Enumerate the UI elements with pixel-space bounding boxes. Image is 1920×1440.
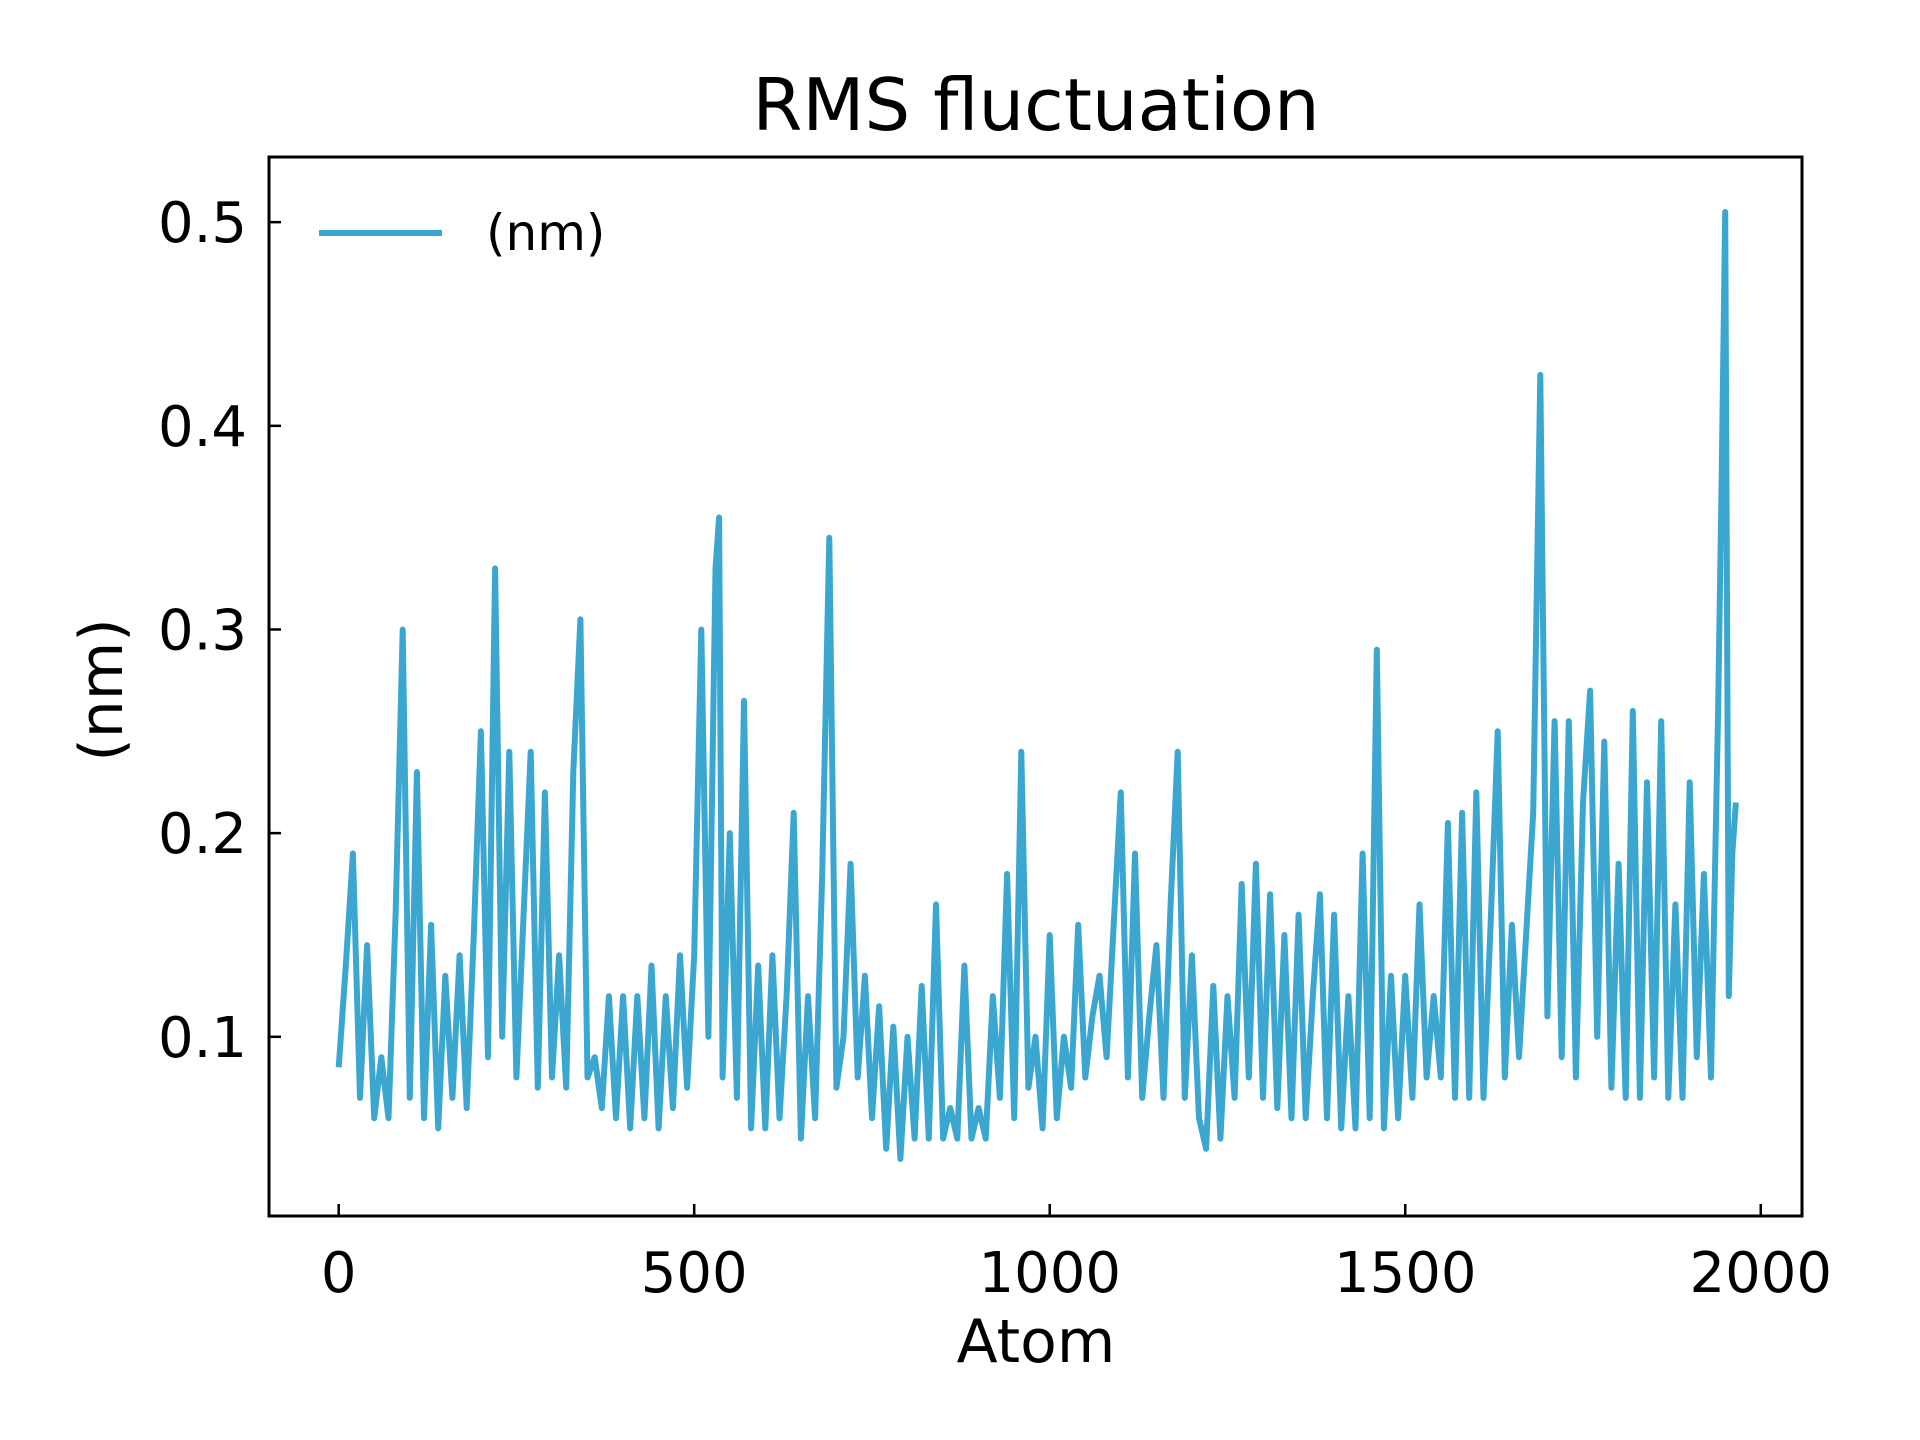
chart-title: RMS fluctuation xyxy=(752,63,1319,147)
x-tick-label: 1500 xyxy=(1334,1241,1477,1306)
x-tick-label: 2000 xyxy=(1690,1241,1833,1306)
y-tick-label: 0.1 xyxy=(158,1006,247,1071)
y-axis: 0.1 0.2 0.3 0.4 0.5 xyxy=(158,191,281,1071)
x-axis: 0 500 1000 1500 2000 xyxy=(321,1204,1832,1306)
y-tick-label: 0.5 xyxy=(158,191,247,256)
y-axis-label: (nm) xyxy=(67,618,137,761)
x-tick-label: 500 xyxy=(641,1241,748,1306)
x-axis-label: Atom xyxy=(957,1307,1116,1377)
y-tick-label: 0.4 xyxy=(158,395,247,460)
legend: (nm) xyxy=(319,204,605,262)
x-tick-label: 0 xyxy=(321,1241,357,1306)
series-line-0 xyxy=(335,209,1739,1162)
legend-label: (nm) xyxy=(486,204,605,262)
y-tick-label: 0.2 xyxy=(158,802,247,867)
axes-frame xyxy=(267,155,1804,1218)
plot-area xyxy=(335,209,1739,1162)
y-tick-label: 0.3 xyxy=(158,598,247,663)
x-tick-label: 1000 xyxy=(978,1241,1121,1306)
